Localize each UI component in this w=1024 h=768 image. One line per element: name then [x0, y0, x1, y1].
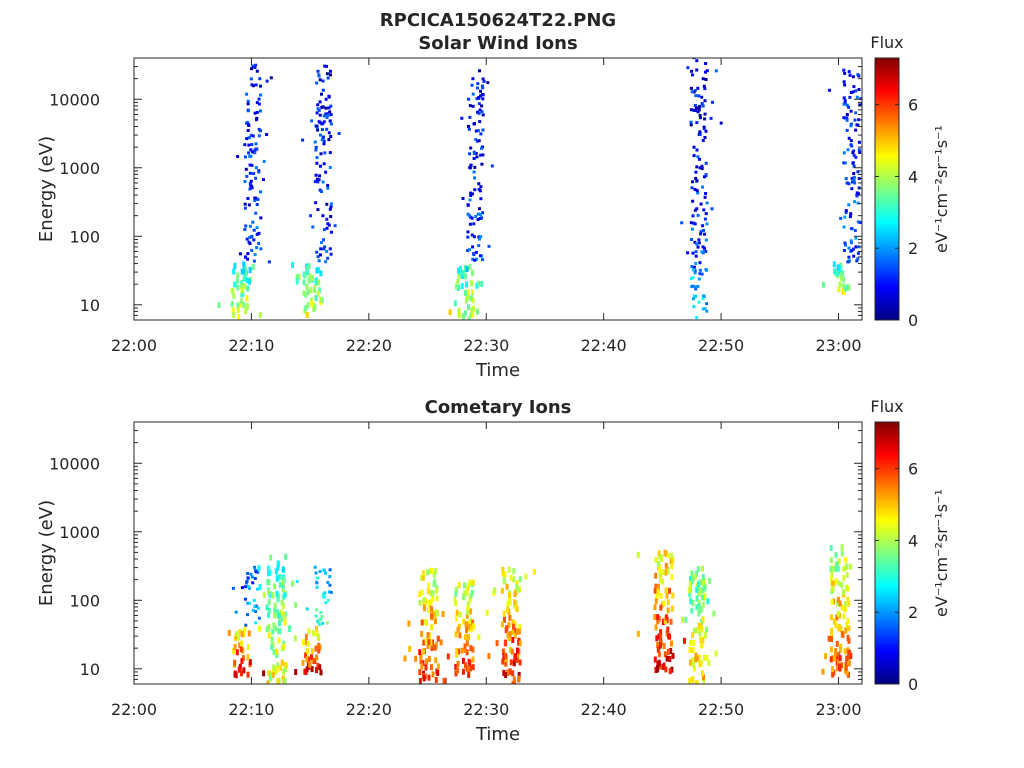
colorbar-label: eV⁻¹cm⁻²sr⁻¹s⁻¹	[932, 489, 951, 617]
panel-solar-wind-ions: Solar Wind Ions 10 100 1000 10000 22:00 22:10 2…	[36, 33, 951, 381]
plot-frame	[133, 57, 863, 321]
plot-frame	[133, 421, 863, 685]
colorbar-tick-label: 4	[908, 531, 918, 550]
y-tick-label: 100	[69, 591, 100, 610]
colorbar-tick-label: 6	[908, 460, 918, 479]
spectrogram-data	[217, 58, 862, 320]
x-tick-label: 22:50	[698, 336, 744, 355]
flux-burst	[403, 567, 450, 684]
colorbar-scale	[874, 421, 900, 685]
flux-burst	[294, 626, 323, 676]
y-axis-label: Energy (eV)	[36, 136, 57, 242]
flux-burst	[680, 58, 723, 258]
x-tick-label: 22:00	[111, 336, 157, 355]
x-axis-label: Time	[475, 360, 520, 381]
x-tick-label: 22:20	[346, 336, 392, 355]
y-tick-label: 100	[69, 227, 100, 246]
flux-burst	[439, 579, 491, 678]
x-tick-label: 22:10	[228, 336, 274, 355]
colorbar-tick-label: 0	[908, 675, 918, 694]
x-tick-label: 22:40	[581, 336, 627, 355]
x-tick-label: 22:10	[228, 700, 274, 719]
flux-burst	[636, 549, 686, 675]
colorbar-tick-label: 0	[908, 311, 918, 330]
y-tick-label: 10	[80, 296, 100, 315]
flux-burst	[227, 625, 266, 679]
y-tick-label: 1000	[59, 159, 100, 178]
flux-burst	[448, 263, 484, 320]
colorbar: 0 2 4 6 Flux eV⁻¹cm⁻²sr⁻¹s⁻¹	[870, 397, 951, 694]
colorbar-scale	[874, 57, 900, 321]
x-tick-label: 22:20	[346, 700, 392, 719]
flux-burst	[236, 63, 273, 264]
x-tick-label: 22:00	[111, 700, 157, 719]
x-tick-label: 22:30	[463, 336, 509, 355]
colorbar-tick-label: 2	[908, 603, 918, 622]
flux-burst	[828, 68, 862, 264]
colorbar: 0 2 4 6 Flux eV⁻¹cm⁻²sr⁻¹s⁻¹	[870, 33, 951, 330]
flux-burst	[257, 553, 298, 684]
panel-title: Solar Wind Ions	[418, 33, 577, 54]
panel-title: Cometary Ions	[425, 397, 572, 418]
flux-burst	[681, 565, 718, 684]
x-tick-label: 22:50	[698, 700, 744, 719]
colorbar-tick-label: 2	[908, 239, 918, 258]
colorbar-label: eV⁻¹cm⁻²sr⁻¹s⁻¹	[932, 125, 951, 253]
x-tick-label: 23:00	[815, 336, 861, 355]
y-tick-label: 1000	[59, 523, 100, 542]
flux-burst	[821, 544, 853, 678]
colorbar-tick-label: 6	[908, 96, 918, 115]
flux-burst	[231, 565, 261, 627]
figure-title: RPCICA150624T22.PNG	[380, 10, 616, 31]
spectrogram-data	[227, 544, 853, 684]
flux-burst	[492, 566, 536, 684]
y-tick-label: 10000	[49, 90, 100, 109]
flux-burst	[295, 565, 333, 627]
flux-burst	[291, 262, 324, 318]
x-tick-label: 22:40	[581, 700, 627, 719]
x-axis-label: Time	[475, 724, 520, 745]
panel-cometary-ions: Cometary Ions 10 100 1000 10000 22:00 22:10 22:…	[36, 397, 951, 745]
y-tick-label: 10	[80, 660, 100, 679]
flux-burst	[301, 64, 341, 264]
flux-burst	[460, 69, 494, 262]
colorbar-title: Flux	[870, 397, 903, 416]
x-tick-label: 23:00	[815, 700, 861, 719]
flux-burst	[822, 261, 851, 296]
colorbar-tick-label: 4	[908, 167, 918, 186]
y-tick-label: 10000	[49, 454, 100, 473]
y-axis-label: Energy (eV)	[36, 500, 57, 606]
flux-burst	[217, 261, 262, 320]
x-tick-label: 22:30	[463, 700, 509, 719]
colorbar-title: Flux	[870, 33, 903, 52]
flux-burst	[690, 261, 709, 320]
